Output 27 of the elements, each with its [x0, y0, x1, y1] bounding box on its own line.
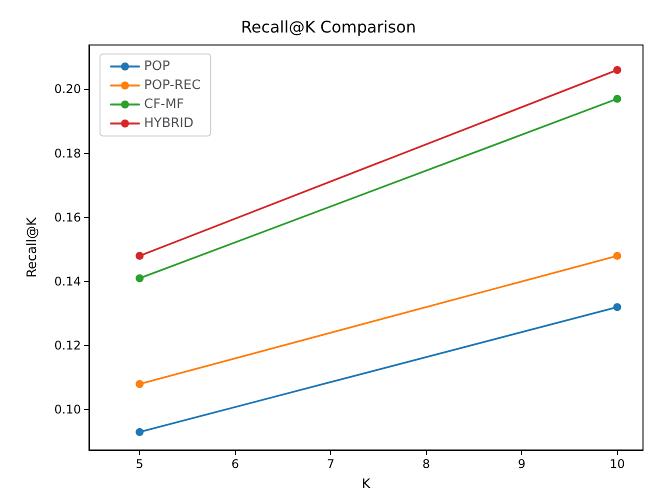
legend-label: POP — [144, 59, 170, 74]
x-tick-label: 9 — [518, 457, 526, 471]
y-tick-label: 0.10 — [54, 402, 81, 417]
x-tick-label: 10 — [610, 457, 625, 471]
point — [613, 94, 622, 103]
point — [136, 428, 144, 436]
legend-label: HYBRID — [144, 116, 194, 131]
y-tick-label: 0.18 — [54, 146, 81, 160]
y-tick-label: 0.20 — [54, 82, 81, 96]
y-tick-label: 0.14 — [54, 274, 81, 288]
point — [613, 66, 622, 74]
point — [136, 380, 144, 388]
point — [136, 274, 144, 282]
x-tick-label: 7 — [326, 457, 334, 471]
x-tick-label: 8 — [422, 457, 430, 471]
chart-title: Recall@K Comparison — [240, 18, 416, 36]
y-tick-label: 0.12 — [54, 338, 81, 353]
legend-label: CF-MF — [144, 97, 184, 112]
point — [613, 303, 622, 312]
y-tick-label: 0.16 — [54, 210, 81, 224]
y-axis-title: Recall@K — [25, 216, 40, 278]
point — [613, 252, 622, 260]
x-tick-label: 5 — [136, 457, 144, 471]
x-tick-label: 6 — [231, 457, 239, 471]
point — [136, 252, 144, 260]
legend-label: POP-REC — [144, 78, 201, 93]
x-axis-title: K — [362, 477, 371, 492]
